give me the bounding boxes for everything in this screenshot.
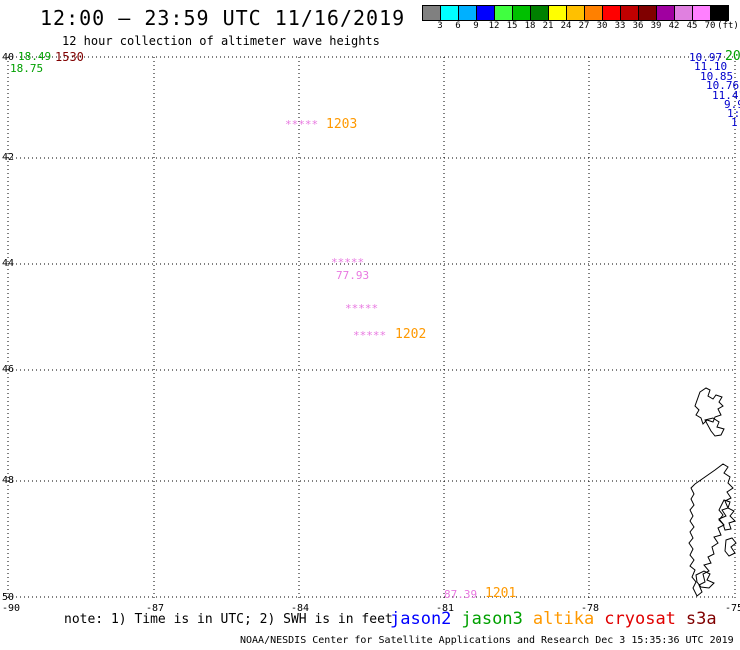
satellite-legend: jason2 jason3 altika cryosat s3a <box>390 609 717 629</box>
color-scale <box>422 5 729 21</box>
x-tick-m81: -81 <box>436 603 455 614</box>
scale-label: 9 <box>473 21 479 31</box>
scale-label: 21 <box>542 21 554 31</box>
credit-line: NOAA/NESDIS Center for Satellite Applica… <box>240 635 734 646</box>
legend-s3a: s3a <box>685 609 717 629</box>
obs-stars-1: ***** <box>285 118 319 131</box>
legend-jason3: jason3 <box>461 609 523 629</box>
grid-lines <box>7 56 736 600</box>
scale-label: 33 <box>614 21 626 31</box>
scale-label: 42 <box>668 21 680 31</box>
obs-value-right-5: 11.41 <box>712 89 740 102</box>
footnote: note: 1) Time is in UTC; 2) SWH is in fe… <box>64 612 393 627</box>
obs-value-8739: 87.39 <box>444 588 478 601</box>
obs-value-right-4: 10.76 <box>706 79 740 92</box>
scale-label: (ft) <box>717 21 739 31</box>
scale-label: 18 <box>524 21 536 31</box>
obs-value-right-8: 1 <box>731 116 738 129</box>
obs-value-1849: 18.49 <box>18 50 52 63</box>
chart-title: 12:00 – 23:59 UTC 11/16/2019 <box>40 6 406 30</box>
obs-value-right-2: 11.10 <box>694 60 728 73</box>
scale-label: 36 <box>632 21 644 31</box>
y-tick-48: 48 <box>2 475 15 486</box>
obs-time-1530: 1530 <box>55 50 84 64</box>
x-tick-m90: -90 <box>2 603 21 614</box>
legend-jason2: jason2 <box>390 609 452 629</box>
scale-label: 45 <box>686 21 698 31</box>
y-tick-42: 42 <box>2 152 15 163</box>
obs-value-right-7: 1: <box>727 107 740 120</box>
obs-stars-3: ***** <box>345 302 379 315</box>
y-tick-46: 46 <box>2 364 15 375</box>
obs-time-1203: 1203 <box>326 117 358 132</box>
obs-value-right-green: 20 <box>725 49 740 64</box>
obs-value-right-3: 10.85 <box>700 70 734 83</box>
obs-value-7793: 77.93 <box>336 269 370 282</box>
obs-stars-4: ***** <box>353 329 387 342</box>
x-tick-m78: -78 <box>581 603 600 614</box>
scale-label: 39 <box>650 21 662 31</box>
scale-label: 3 <box>437 21 443 31</box>
coastline <box>688 387 737 597</box>
y-tick-40: 40 <box>2 52 15 63</box>
x-tick-m87: -87 <box>146 603 165 614</box>
scale-label: 24 <box>560 21 572 31</box>
x-tick-m84: -84 <box>291 603 310 614</box>
legend-cryosat: cryosat <box>604 609 676 629</box>
obs-value-1875: 18.75 <box>10 62 44 75</box>
obs-value-right-6: 9.9 <box>724 98 740 111</box>
scale-label: 27 <box>578 21 590 31</box>
y-tick-50: 50 <box>2 592 15 603</box>
obs-stars-2: ***** <box>331 256 365 269</box>
scale-label: 30 <box>596 21 608 31</box>
scale-label: 6 <box>455 21 461 31</box>
chart-subtitle: 12 hour collection of altimeter wave hei… <box>62 34 380 48</box>
scale-label: 70 <box>704 21 716 31</box>
scale-swatch <box>710 5 729 21</box>
x-tick-m75: -75 <box>725 603 740 614</box>
obs-time-1201: 1201 <box>485 586 517 601</box>
obs-time-1202: 1202 <box>395 327 427 342</box>
obs-value-right-1: 10.97 <box>689 51 723 64</box>
scale-label: 12 <box>488 21 500 31</box>
y-tick-44: 44 <box>2 258 15 269</box>
legend-altika: altika <box>532 609 595 629</box>
scale-label: 15 <box>506 21 518 31</box>
